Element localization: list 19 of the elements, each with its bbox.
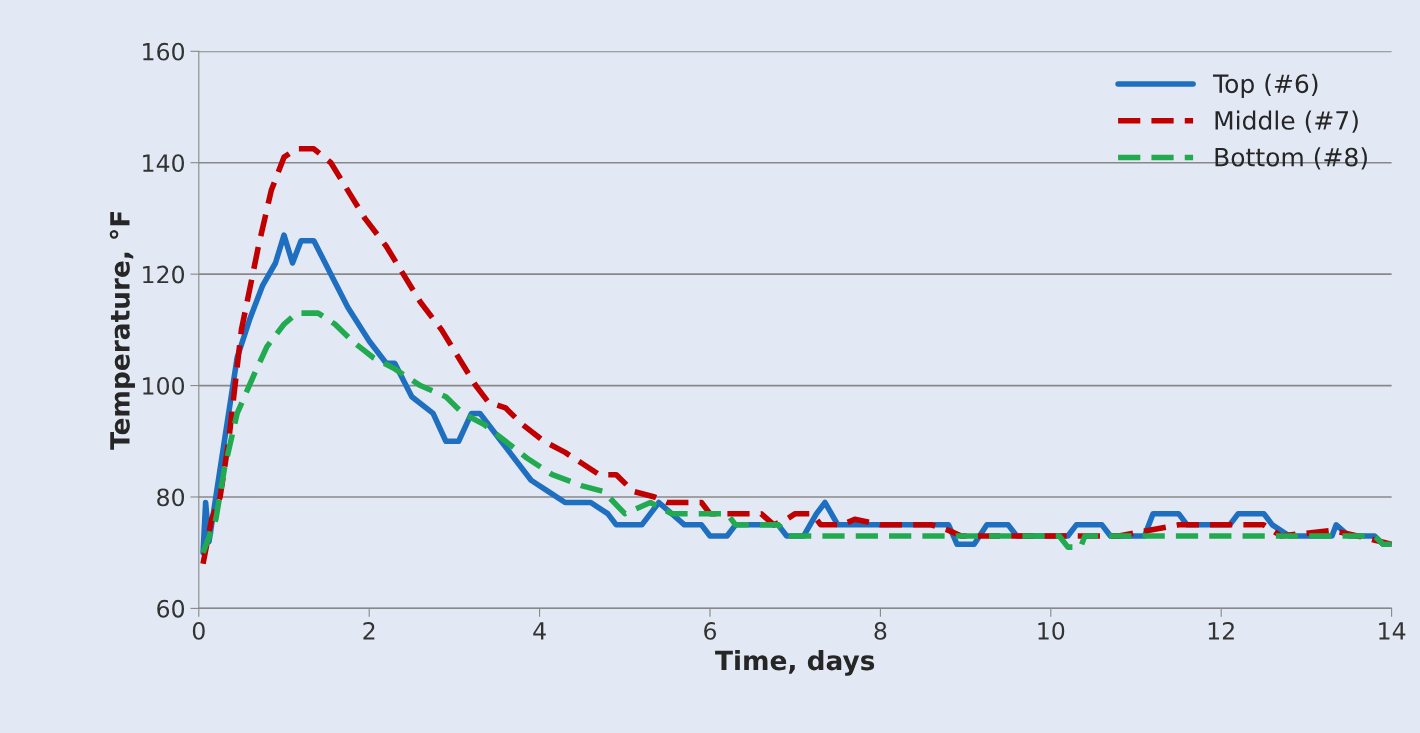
legend-label: Bottom (#8)	[1215, 147, 1367, 170]
y-tick-label: 80	[157, 488, 185, 507]
y-tick-label: 140	[143, 154, 185, 173]
y-tick-label: 100	[143, 377, 185, 395]
x-axis-title: Time, days	[715, 649, 875, 676]
x-tick-label: 12	[1208, 622, 1234, 640]
legend-label: Top (#6)	[1213, 73, 1318, 99]
x-tick-label: 10	[1038, 622, 1065, 640]
legend-label: Middle (#7)	[1215, 110, 1358, 133]
x-tick-label: 4	[533, 622, 546, 640]
x-tick-label: 6	[704, 622, 717, 640]
x-tick-label: 8	[874, 622, 887, 640]
x-tick-label: 0	[192, 622, 205, 640]
y-tick-label: 160	[143, 42, 185, 61]
y-axis-title: Temperature, °F	[109, 211, 135, 450]
x-tick-label: 2	[363, 622, 375, 640]
y-tick-label: 60	[157, 599, 185, 618]
y-tick-label: 120	[143, 265, 185, 284]
x-tick-label: 14	[1379, 622, 1406, 640]
